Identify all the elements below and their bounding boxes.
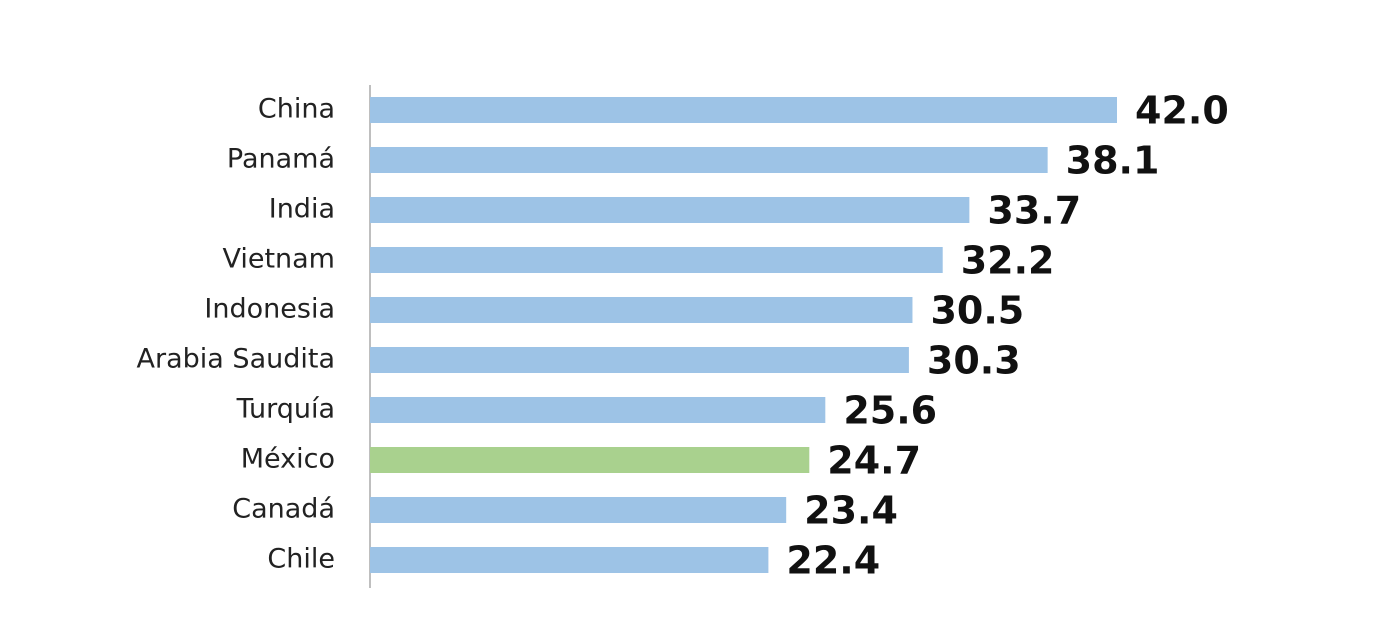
category-label: India bbox=[269, 194, 335, 225]
category-label: Canadá bbox=[232, 494, 335, 525]
bar bbox=[370, 547, 769, 573]
category-label: México bbox=[241, 444, 335, 475]
value-label: 32.2 bbox=[961, 239, 1055, 283]
category-label: Chile bbox=[267, 544, 335, 575]
bar bbox=[370, 447, 810, 473]
bar bbox=[370, 297, 913, 323]
value-label: 25.6 bbox=[843, 389, 937, 433]
bar bbox=[370, 497, 787, 523]
category-label: Turquía bbox=[236, 394, 335, 425]
value-label: 22.4 bbox=[786, 539, 880, 583]
value-label: 42.0 bbox=[1135, 89, 1229, 133]
bar bbox=[370, 397, 826, 423]
value-label: 30.3 bbox=[927, 339, 1021, 383]
category-label: Vietnam bbox=[222, 244, 335, 275]
category-label: Indonesia bbox=[204, 294, 335, 325]
value-label: 24.7 bbox=[827, 439, 921, 483]
category-label: Arabia Saudita bbox=[137, 344, 335, 375]
bar bbox=[370, 197, 970, 223]
category-label: China bbox=[258, 94, 335, 125]
bar bbox=[370, 347, 909, 373]
bar bbox=[370, 97, 1117, 123]
value-label: 38.1 bbox=[1066, 139, 1160, 183]
bar bbox=[370, 247, 943, 273]
value-label: 33.7 bbox=[987, 189, 1081, 233]
value-label: 23.4 bbox=[804, 489, 898, 533]
category-label: Panamá bbox=[227, 144, 335, 175]
bar bbox=[370, 147, 1048, 173]
value-label: 30.5 bbox=[930, 289, 1024, 333]
